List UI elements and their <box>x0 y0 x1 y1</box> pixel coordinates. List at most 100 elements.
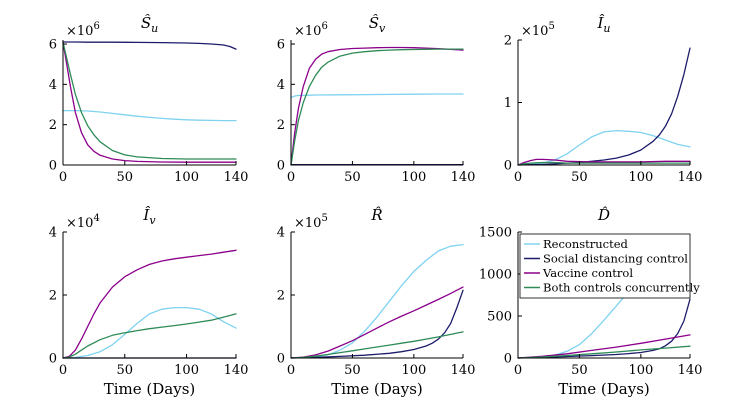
axis-multiplier-base: ×10 <box>294 216 321 231</box>
legend-label: Reconstructed <box>543 237 629 251</box>
x-tick-label: 50 <box>571 363 588 378</box>
panel-title-subscript: v <box>149 214 156 227</box>
legend-label: Both controls concurrently <box>543 281 700 295</box>
y-tick-label: 0 <box>49 159 57 174</box>
x-tick-label: 140 <box>451 363 476 378</box>
y-tick-label: 0 <box>277 352 285 367</box>
series-line-vaccine-control <box>517 158 691 166</box>
panel-title: D̂ <box>597 206 610 224</box>
axis-multiplier: ×105 <box>521 21 555 39</box>
x-tick-label: 100 <box>628 363 653 378</box>
series-line-vaccine-control <box>290 46 464 166</box>
axis-multiplier-base: ×10 <box>521 24 548 39</box>
x-tick-label: 100 <box>174 170 199 185</box>
series-line-vaccine-control <box>517 334 691 359</box>
y-tick-label: 2 <box>504 34 512 49</box>
panel-title-subscript: u <box>603 22 610 35</box>
x-tick-label: 50 <box>117 170 134 185</box>
series-line-vaccine-control <box>62 41 237 163</box>
series-line-both-controls-concurrently <box>517 345 691 359</box>
series-line-reconstructed <box>290 243 464 359</box>
panel-r: 0 50 100 140 0 2 4 ×105 R̂ Time (Days) <box>277 206 476 398</box>
y-tick-label: 500 <box>487 310 512 325</box>
panel-title-main: Î <box>596 14 604 32</box>
series-line-both-controls-concurrently <box>62 41 237 160</box>
series-line-vaccine-control <box>290 286 464 359</box>
axis-multiplier-exponent: 5 <box>321 213 327 224</box>
x-axis-label: Time (Days) <box>104 380 196 398</box>
panel-title-main: R̂ <box>370 206 382 224</box>
series-line-vaccine-control <box>62 249 237 359</box>
series-line-social-distancing-control <box>62 41 237 50</box>
x-tick-label: 50 <box>344 363 361 378</box>
y-tick-label: 2 <box>49 289 57 304</box>
y-tick-label: 6 <box>49 38 57 53</box>
y-tick-label: 6 <box>277 38 285 53</box>
axis-multiplier-base: ×10 <box>66 216 93 231</box>
panel-title: Îu <box>596 14 610 35</box>
axis-multiplier-exponent: 4 <box>93 213 99 224</box>
panel-title: Îv <box>142 206 156 227</box>
x-tick-label: 0 <box>514 170 522 185</box>
axis-multiplier-base: ×10 <box>66 24 93 39</box>
series-line-social-distancing-control <box>517 47 691 166</box>
panel-title-subscript: u <box>151 22 158 35</box>
y-tick-label: 0 <box>504 352 512 367</box>
y-tick-label: 2 <box>277 118 285 133</box>
series-line-reconstructed <box>62 306 237 359</box>
y-tick-label: 2 <box>49 118 57 133</box>
y-tick-label: 0 <box>504 159 512 174</box>
series-line-social-distancing-control <box>517 298 691 359</box>
series-line-reconstructed <box>290 93 464 99</box>
x-tick-label: 100 <box>628 170 653 185</box>
x-tick-label: 50 <box>344 170 361 185</box>
panel-title-main: D̂ <box>597 206 610 224</box>
panel-title-subscript: v <box>379 22 386 35</box>
y-tick-label: 4 <box>49 78 57 93</box>
x-tick-label: 0 <box>514 363 522 378</box>
y-tick-label: 0 <box>49 352 57 367</box>
series-line-both-controls-concurrently <box>517 161 691 166</box>
series-line-both-controls-concurrently <box>290 331 464 359</box>
panel-iu: 0 50 100 140 0 1 2 ×105 Îu <box>504 14 703 185</box>
axis-multiplier-exponent: 5 <box>548 21 554 32</box>
x-tick-label: 100 <box>401 363 426 378</box>
x-tick-label: 50 <box>571 170 588 185</box>
panel-title: Ŝv <box>369 14 386 35</box>
x-tick-label: 100 <box>401 170 426 185</box>
y-tick-label: 1 <box>504 96 512 111</box>
x-tick-label: 0 <box>287 170 295 185</box>
y-tick-label: 1000 <box>479 268 512 283</box>
x-axis-label: Time (Days) <box>331 380 423 398</box>
series-line-social-distancing-control <box>290 289 464 359</box>
x-tick-label: 50 <box>117 363 134 378</box>
legend-label: Social distancing control <box>543 252 688 266</box>
legend-label: Vaccine control <box>542 266 633 280</box>
y-tick-label: 2 <box>277 289 285 304</box>
x-tick-label: 0 <box>59 363 67 378</box>
panel-title: R̂ <box>370 206 382 224</box>
y-tick-label: 4 <box>277 226 285 241</box>
x-tick-label: 0 <box>59 170 67 185</box>
y-tick-label: 4 <box>49 226 57 241</box>
panel-title-main: Ŝ <box>141 14 151 32</box>
x-tick-label: 100 <box>174 363 199 378</box>
panel-title: Ŝu <box>141 14 158 35</box>
x-tick-label: 0 <box>287 363 295 378</box>
axis-multiplier: ×106 <box>294 21 328 39</box>
axis-multiplier: ×105 <box>294 213 328 231</box>
series-line-reconstructed <box>62 109 237 122</box>
y-tick-label: 4 <box>277 78 285 93</box>
x-tick-label: 140 <box>678 170 703 185</box>
panel-d: 0 50 100 140 0 500 1000 1500 D̂ Time (Days) <box>479 206 703 398</box>
x-axis-label: Time (Days) <box>558 380 650 398</box>
series-line-both-controls-concurrently <box>290 48 464 166</box>
axis-multiplier: ×106 <box>66 21 100 39</box>
series-line-both-controls-concurrently <box>62 313 237 359</box>
x-tick-label: 140 <box>224 363 249 378</box>
